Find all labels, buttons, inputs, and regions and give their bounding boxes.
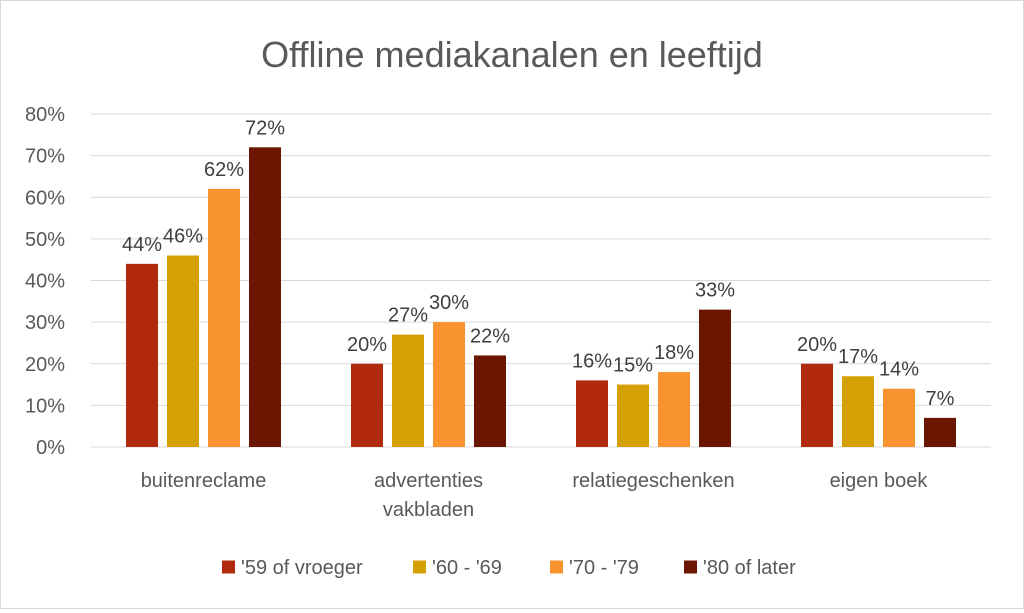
y-tick-label: 40%	[25, 271, 65, 293]
data-label: 72%	[245, 117, 285, 139]
legend-swatch	[684, 560, 697, 574]
data-labels: 44% 46%62%72%20%27%30%22%16% 15%18%33%20%1…	[122, 117, 955, 410]
legend-label: '70 - '79	[569, 557, 639, 579]
data-label: 20%	[797, 334, 837, 356]
chart-title: Offline mediakanalen en leeftijd	[261, 34, 763, 75]
y-tick-label: 30%	[25, 312, 65, 334]
y-tick-label: 10%	[25, 395, 65, 417]
bar	[208, 188, 240, 448]
legend-swatch	[222, 560, 235, 574]
bar	[842, 376, 874, 447]
legend-label: '80 of later	[703, 557, 796, 579]
y-tick-label: 20%	[25, 354, 65, 376]
data-label: 33%	[695, 280, 735, 302]
legend-swatch	[550, 560, 563, 574]
data-label: 62%	[204, 159, 244, 181]
data-label: 18%	[654, 342, 694, 364]
gridlines	[91, 113, 991, 448]
data-label: 30%	[429, 292, 469, 314]
data-label: 7%	[926, 388, 955, 410]
y-axis-labels: 0% 10% 20% 30% 40% 50% 60% 70% 80%	[25, 104, 65, 459]
x-tick-label: buitenreclame	[141, 470, 267, 492]
y-tick-label: 50%	[25, 229, 65, 251]
bar	[126, 263, 158, 447]
bar	[699, 309, 731, 447]
bar	[249, 147, 281, 448]
bar	[576, 380, 608, 447]
bar	[658, 372, 690, 447]
x-tick-label: vakbladen	[383, 499, 474, 521]
bar	[351, 363, 383, 447]
bar	[167, 255, 199, 447]
y-tick-label: 60%	[25, 187, 65, 209]
legend-label: '59 of vroeger	[241, 557, 363, 579]
data-label: 20%	[347, 334, 387, 356]
bar	[433, 322, 465, 447]
bar	[392, 334, 424, 447]
data-label: 27%	[388, 305, 428, 327]
bar	[617, 384, 649, 447]
x-tick-label: eigen boek	[830, 470, 929, 492]
data-label: 46%	[163, 226, 203, 248]
data-label: 16%	[572, 350, 612, 372]
x-tick-label: advertenties	[374, 470, 483, 492]
data-label: 44%	[122, 234, 162, 256]
x-axis-labels: buitenreclame advertenties vakbladen relati…	[141, 470, 929, 521]
bar	[883, 388, 915, 447]
bars	[126, 147, 956, 448]
legend-swatch	[413, 560, 426, 574]
bar	[474, 355, 506, 447]
y-tick-label: 80%	[25, 104, 65, 126]
data-label: 15%	[613, 355, 653, 377]
y-tick-label: 70%	[25, 146, 65, 168]
x-tick-label: relatiegeschenken	[572, 470, 734, 492]
y-tick-label: 0%	[36, 437, 65, 459]
data-label: 14%	[879, 359, 919, 381]
data-label: 22%	[470, 325, 510, 347]
bar	[924, 417, 956, 447]
legend-label: '60 - '69	[432, 557, 502, 579]
legend: '59 of vroeger '60 - '69 '70 - '79 '80 of l…	[222, 557, 796, 579]
bar	[801, 363, 833, 447]
data-label: 17%	[838, 346, 878, 368]
